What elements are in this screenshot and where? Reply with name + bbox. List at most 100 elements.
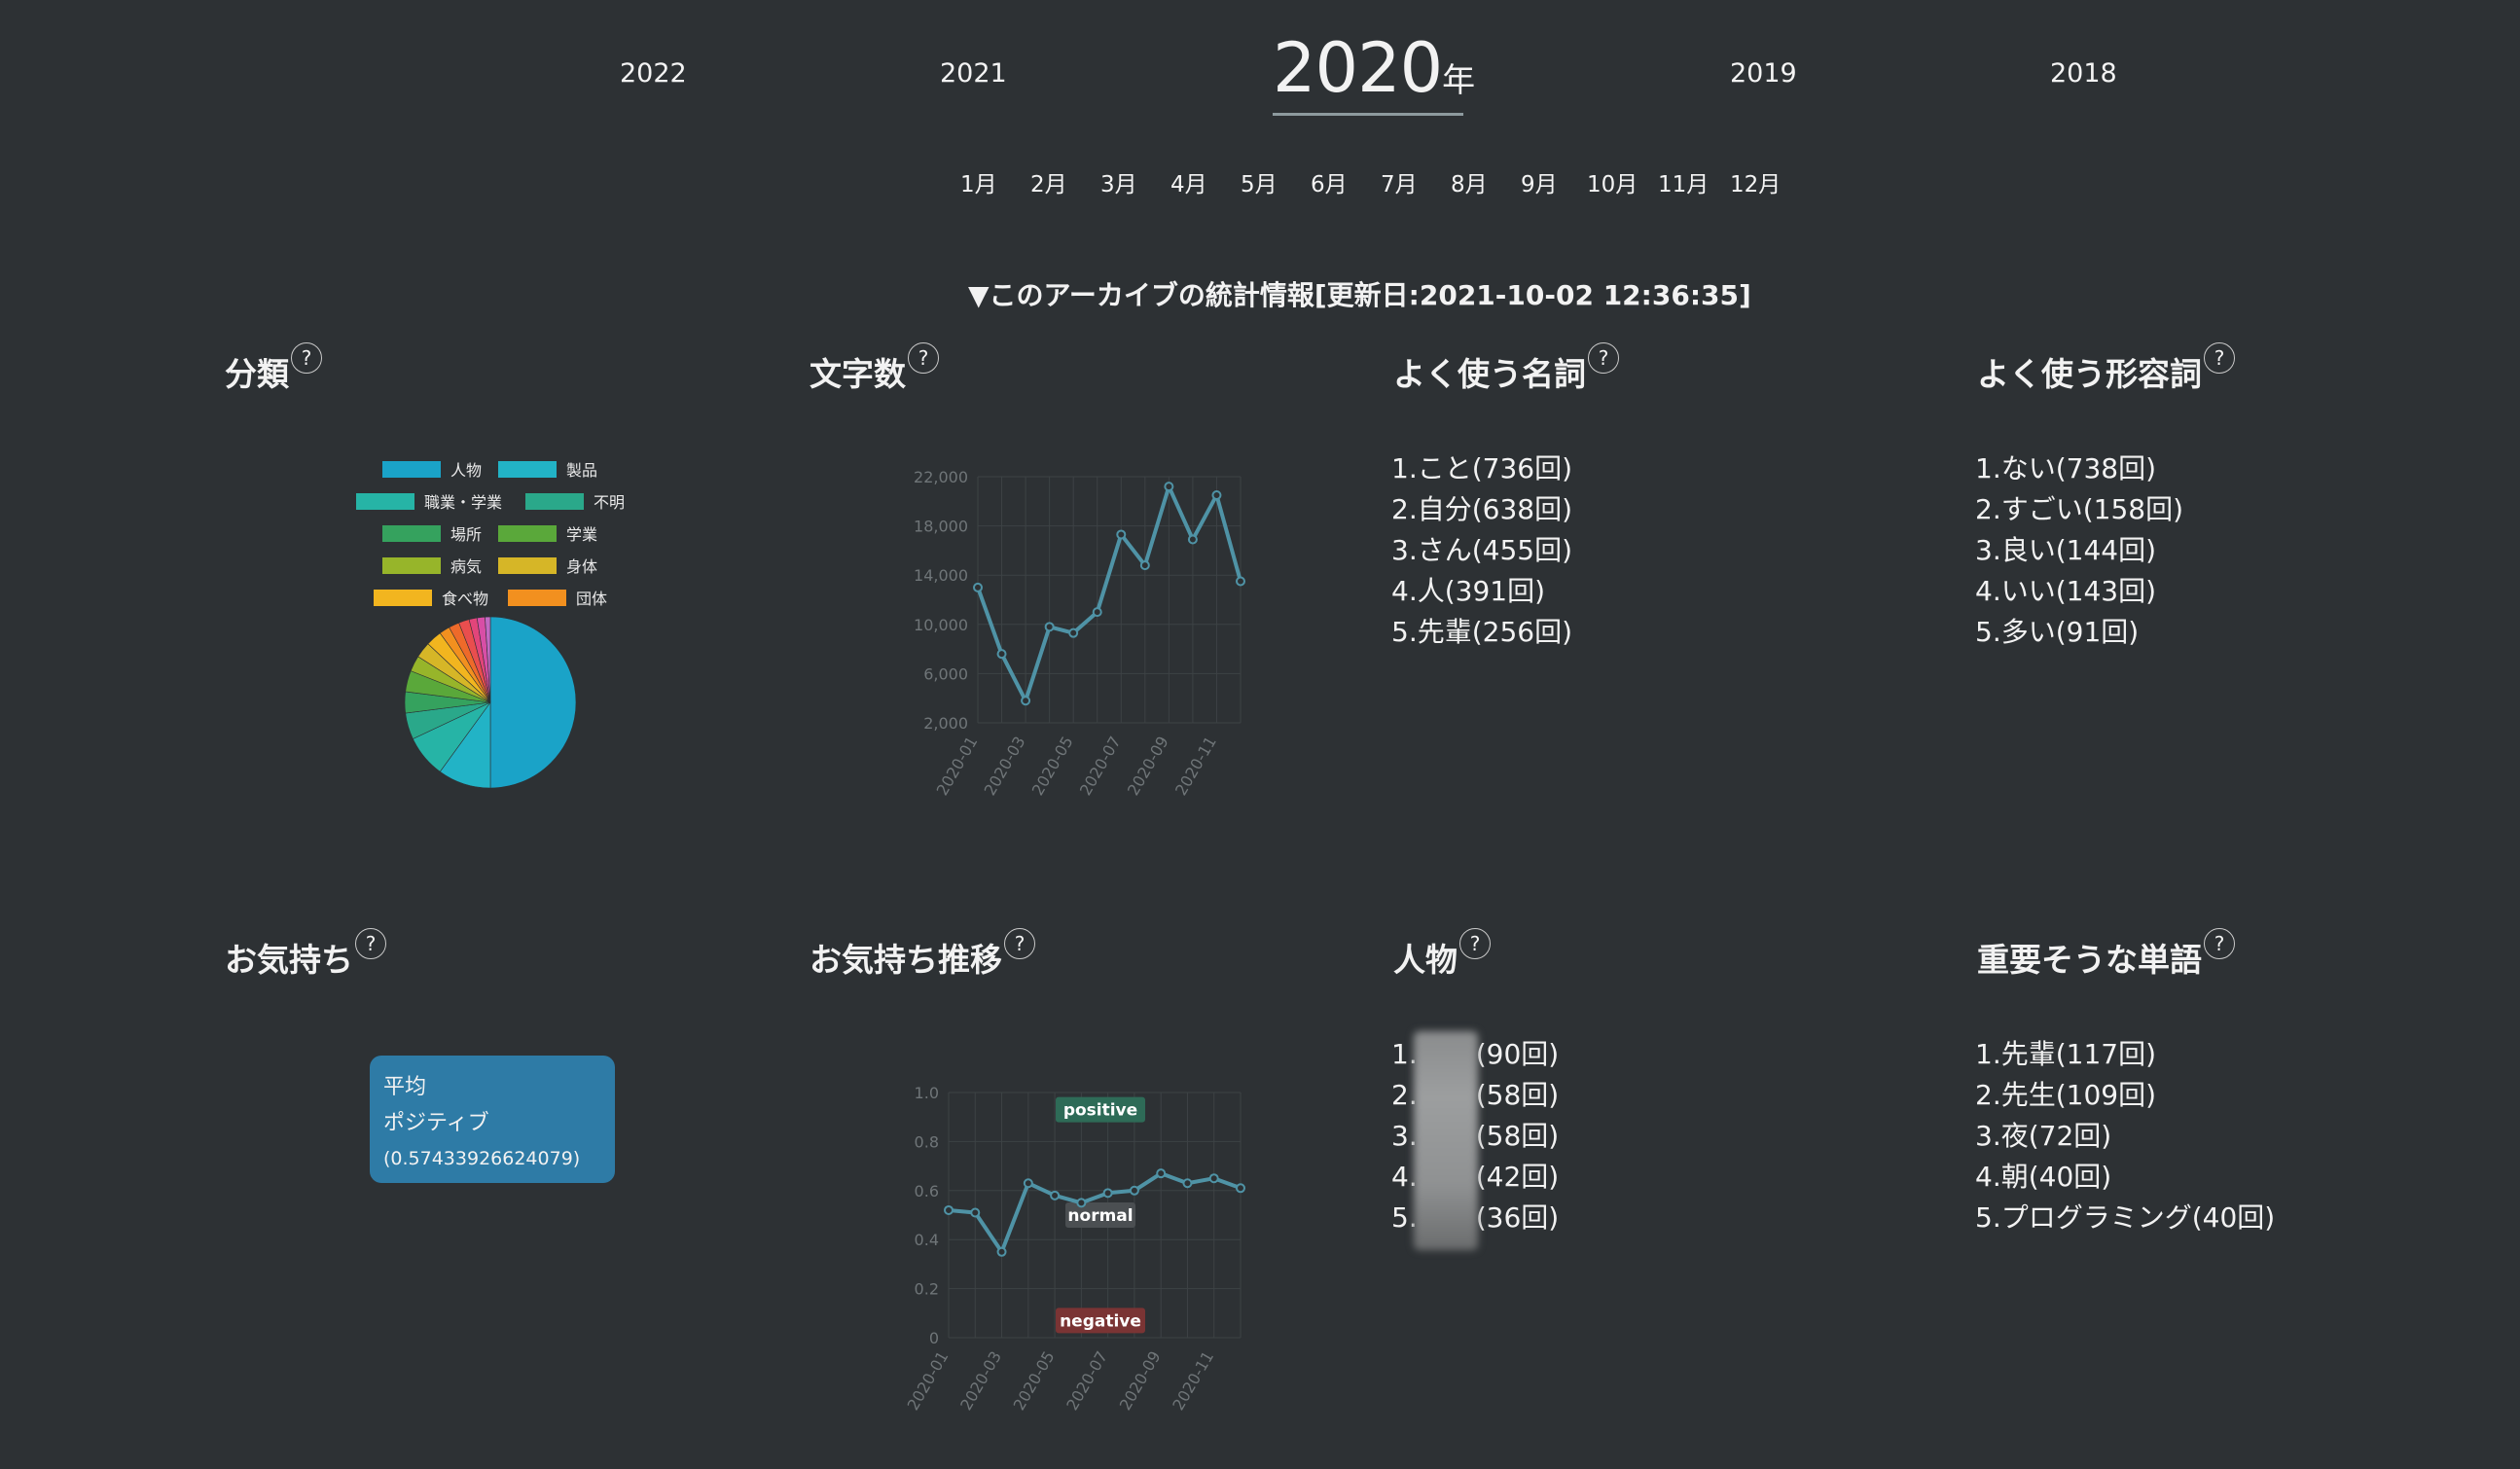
- mood-help-icon[interactable]: ?: [355, 928, 386, 959]
- x-tick-label: 2020-01: [904, 1348, 953, 1414]
- data-point[interactable]: [1164, 482, 1174, 492]
- year-link-2018[interactable]: 2018: [2050, 58, 2117, 89]
- data-point[interactable]: [1208, 1173, 1219, 1184]
- important-words-help-icon[interactable]: ?: [2204, 928, 2235, 959]
- month-link-12[interactable]: 12月: [1730, 172, 1782, 197]
- adjective-item: 2.すごい(158回): [1975, 493, 2184, 525]
- nouns-help-icon[interactable]: ?: [1588, 342, 1619, 374]
- mood-average-value: (0.57433926624079): [383, 1148, 581, 1169]
- data-point[interactable]: [970, 1207, 981, 1218]
- char-count-chart: 2,000 6,000 10,000 14,000 18,000 22,000 2020-0…: [914, 468, 1245, 799]
- data-point[interactable]: [1092, 607, 1102, 618]
- month-link-10[interactable]: 10月: [1587, 172, 1638, 197]
- month-link-9[interactable]: 9月: [1521, 172, 1558, 197]
- data-point[interactable]: [1116, 529, 1127, 540]
- names-redaction-blur: [1414, 1031, 1478, 1250]
- month-link-3[interactable]: 3月: [1100, 172, 1137, 197]
- legend-swatch: [525, 492, 584, 510]
- nouns-title: よく使う名詞?: [1393, 342, 1619, 395]
- legend-item[interactable]: 身体: [498, 554, 597, 577]
- data-point[interactable]: [1129, 1185, 1139, 1196]
- stats-toggle[interactable]: ▼このアーカイブの統計情報[更新日:2021-10-02 12:36:35]: [968, 279, 1751, 311]
- data-point[interactable]: [1068, 627, 1079, 638]
- legend-item[interactable]: 団体: [508, 586, 607, 609]
- year-link-2019[interactable]: 2019: [1730, 58, 1797, 89]
- month-link-1[interactable]: 1月: [960, 172, 997, 197]
- noun-item: 4.人(391回): [1391, 575, 1546, 607]
- data-point[interactable]: [1211, 489, 1222, 500]
- month-link-11[interactable]: 11月: [1658, 172, 1710, 197]
- legend-swatch: [382, 524, 441, 542]
- x-tick-label: 2020-03: [981, 734, 1029, 799]
- month-link-7[interactable]: 7月: [1381, 172, 1418, 197]
- y-tick-label: 0.2: [915, 1280, 939, 1299]
- legend-item[interactable]: 病気: [382, 554, 482, 577]
- legend-item[interactable]: 職業・学業: [356, 489, 502, 513]
- mood-trend-title: お気持ち推移?: [810, 928, 1035, 981]
- data-point[interactable]: [1182, 1178, 1193, 1189]
- x-tick-label: 2020-11: [1169, 1348, 1217, 1414]
- data-point[interactable]: [1187, 534, 1198, 545]
- legend-item[interactable]: 食べ物: [374, 586, 488, 609]
- mood-trend-help-icon[interactable]: ?: [1004, 928, 1035, 959]
- year-link-2021[interactable]: 2021: [940, 58, 1007, 89]
- person-count: (58回): [1475, 1079, 1560, 1111]
- legend-item[interactable]: 製品: [498, 457, 597, 481]
- pie-slice[interactable]: [489, 616, 577, 789]
- data-point[interactable]: [1076, 1198, 1087, 1208]
- important-word-item: 1.先輩(117回): [1975, 1038, 2157, 1070]
- legend-label: 職業・学業: [424, 493, 503, 512]
- adjectives-help-icon[interactable]: ?: [2204, 342, 2235, 374]
- data-point[interactable]: [1236, 1183, 1245, 1194]
- annotation-badge: [1056, 1308, 1145, 1334]
- pie-slice[interactable]: [485, 616, 491, 703]
- data-point[interactable]: [1044, 622, 1055, 632]
- month-link-6[interactable]: 6月: [1311, 172, 1348, 197]
- legend-swatch: [382, 460, 441, 478]
- month-link-4[interactable]: 4月: [1170, 172, 1207, 197]
- data-point[interactable]: [1050, 1190, 1061, 1200]
- y-tick-label: 0: [929, 1329, 939, 1347]
- people-title: 人物?: [1393, 928, 1491, 981]
- people-help-icon[interactable]: ?: [1459, 928, 1491, 959]
- data-point[interactable]: [944, 1204, 954, 1215]
- y-tick-label: 10,000: [914, 616, 968, 634]
- data-point[interactable]: [1023, 1178, 1033, 1189]
- legend-swatch: [356, 492, 414, 510]
- data-point[interactable]: [1236, 576, 1245, 587]
- mood-title: お気持ち?: [225, 928, 386, 981]
- data-point[interactable]: [1156, 1168, 1167, 1179]
- person-item: 3. (58回): [1391, 1116, 1559, 1157]
- mood-trend-title-text: お気持ち推移: [810, 941, 1002, 979]
- noun-item: 2.自分(638回): [1391, 493, 1573, 525]
- data-point[interactable]: [1102, 1188, 1113, 1199]
- person-count: (58回): [1475, 1120, 1560, 1152]
- nouns-title-text: よく使う名詞: [1393, 355, 1586, 393]
- data-point[interactable]: [996, 649, 1007, 660]
- legend-item[interactable]: 不明: [525, 489, 625, 513]
- adjectives-list: 1.ない(738回) 2.すごい(158回) 3.良い(144回) 4.いい(1…: [1975, 448, 2183, 653]
- data-point[interactable]: [973, 582, 983, 592]
- legend-item[interactable]: 人物: [382, 457, 482, 481]
- noun-item: 5.先輩(256回): [1391, 616, 1573, 648]
- data-point[interactable]: [1021, 696, 1031, 706]
- person-count: (90回): [1475, 1038, 1560, 1070]
- month-link-5[interactable]: 5月: [1241, 172, 1278, 197]
- legend-label: 身体: [566, 557, 598, 576]
- category-pie-chart: [404, 616, 577, 789]
- legend-label: 場所: [450, 525, 483, 544]
- month-link-2[interactable]: 2月: [1030, 172, 1067, 197]
- data-point[interactable]: [1139, 560, 1150, 571]
- adjective-item: 5.多い(91回): [1975, 616, 2140, 648]
- year-link-2022[interactable]: 2022: [620, 58, 687, 89]
- adjective-item: 4.いい(143回): [1975, 575, 2157, 607]
- char-count-help-icon[interactable]: ?: [908, 342, 939, 374]
- category-help-icon[interactable]: ?: [291, 342, 322, 374]
- legend-item[interactable]: 学業: [498, 521, 597, 545]
- data-point[interactable]: [996, 1246, 1007, 1257]
- month-link-8[interactable]: 8月: [1451, 172, 1488, 197]
- legend-item[interactable]: 場所: [382, 521, 482, 545]
- annotation-label: negative: [1060, 1311, 1141, 1331]
- person-rank: 2.: [1391, 1079, 1418, 1111]
